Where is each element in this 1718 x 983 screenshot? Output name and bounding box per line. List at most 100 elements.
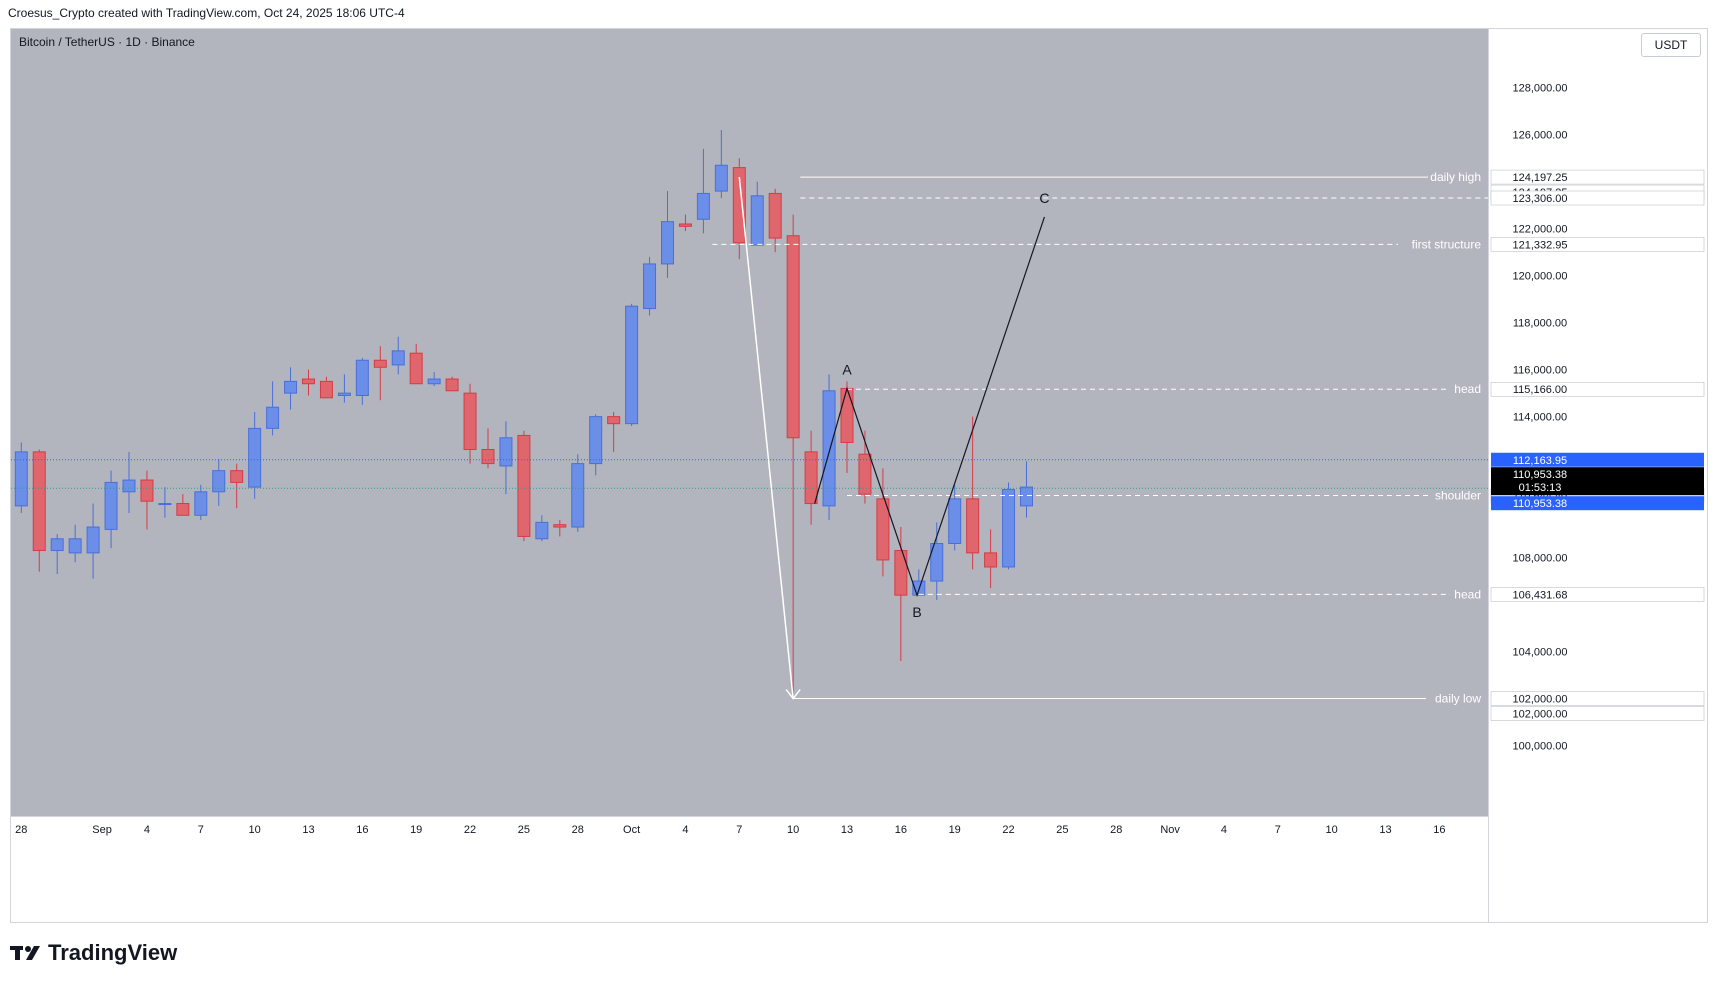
candle-body xyxy=(1020,486,1033,507)
price-label-box xyxy=(1490,706,1705,721)
candle-body xyxy=(571,463,585,528)
price-label: 102,000.00 xyxy=(1512,694,1567,706)
x-tick-label: 19 xyxy=(410,824,422,836)
abc-pattern-line xyxy=(814,216,1046,598)
price-label-box xyxy=(1490,381,1705,397)
y-tick-label: 116,000.00 xyxy=(1513,365,1567,377)
x-tick-label: 13 xyxy=(841,824,853,836)
x-tick-label: 28 xyxy=(1110,824,1122,836)
candle-body xyxy=(858,453,872,495)
candle-body xyxy=(804,451,818,505)
candle-body xyxy=(517,434,531,537)
tradingview-wordmark: TradingView xyxy=(48,940,178,965)
candle-body xyxy=(158,503,172,506)
candle-body xyxy=(427,378,441,385)
level-label: daily high xyxy=(1430,170,1481,184)
candle-body xyxy=(894,550,908,596)
candle-body xyxy=(714,164,728,192)
price-label: 123,306.00 xyxy=(1512,193,1567,205)
level-label: daily low xyxy=(1435,692,1481,706)
candle-body xyxy=(355,359,369,396)
candle-body xyxy=(984,552,998,568)
level-label: head xyxy=(1454,587,1481,601)
candle-body xyxy=(337,392,351,396)
candle-body xyxy=(607,416,621,425)
x-tick-label: 16 xyxy=(356,824,368,836)
candle-body xyxy=(696,192,710,220)
candle-body xyxy=(373,359,387,368)
x-tick-label: 10 xyxy=(249,824,261,836)
candle-body xyxy=(14,451,28,507)
candle-body xyxy=(1002,488,1016,568)
chart-attribution: Croesus_Crypto created with TradingView.… xyxy=(8,6,405,20)
candle-body xyxy=(86,526,100,554)
x-tick-label: 16 xyxy=(1433,824,1445,836)
y-tick-label: 126,000.00 xyxy=(1512,130,1567,142)
price-label-box xyxy=(1490,169,1705,185)
price-label: 115,166.00 xyxy=(1513,384,1567,396)
level-label: first structure xyxy=(1412,237,1482,251)
x-tick-label: 10 xyxy=(1326,824,1338,836)
candle-body xyxy=(50,538,64,552)
tradingview-logo: TradingView xyxy=(10,940,177,966)
candle-body xyxy=(876,498,890,561)
y-tick-label: 120,000.00 xyxy=(1512,271,1567,283)
chart-panel[interactable]: 128,000.00 126,000.00 122,000.00 120,000.00… xyxy=(10,28,1708,923)
candle-body xyxy=(732,167,746,244)
candle-body xyxy=(391,350,405,366)
candle-body xyxy=(176,503,190,516)
last-price-label: 110,953.38 xyxy=(1513,469,1567,481)
x-tick-label: Nov xyxy=(1160,824,1180,836)
x-tick-label: 4 xyxy=(144,824,150,836)
candle-body xyxy=(930,542,944,582)
y-tick-label: 104,000.00 xyxy=(1512,647,1567,659)
y-tick-label: 108,000.00 xyxy=(1512,553,1567,565)
candle-body xyxy=(589,416,603,465)
price-label-box xyxy=(1490,237,1705,252)
price-label-box xyxy=(1490,691,1705,706)
x-tick-label: 28 xyxy=(15,824,27,836)
level-label: shoulder xyxy=(1435,488,1481,502)
abc-point-label: A xyxy=(842,361,852,377)
candle-body xyxy=(194,491,208,516)
candle-body xyxy=(678,223,692,227)
y-tick-label: 128,000.00 xyxy=(1512,83,1567,95)
candle-body xyxy=(445,378,459,392)
x-tick-label: 25 xyxy=(518,824,530,836)
candle-body xyxy=(32,451,46,552)
y-tick-label: 114,000.00 xyxy=(1513,412,1567,424)
last-price-blue-label: 110,953.38 xyxy=(1513,498,1567,510)
candle-body xyxy=(553,524,567,528)
price-label: 124,197.25 xyxy=(1512,172,1567,184)
x-tick-label: 7 xyxy=(1275,824,1281,836)
time-axis xyxy=(11,816,1488,922)
x-tick-label: 28 xyxy=(572,824,584,836)
candle-body xyxy=(643,263,657,310)
x-tick-label: 19 xyxy=(949,824,961,836)
x-tick-label: 16 xyxy=(895,824,907,836)
candle-body xyxy=(302,378,315,385)
price-label: 106,431.68 xyxy=(1512,589,1567,601)
abc-point-label: C xyxy=(1039,190,1049,206)
candle-body xyxy=(409,352,423,385)
x-tick-label: 22 xyxy=(1002,824,1014,836)
x-tick-label: 7 xyxy=(198,824,204,836)
candle-body xyxy=(481,449,495,465)
x-tick-label: 7 xyxy=(736,824,742,836)
price-label-box xyxy=(1490,587,1705,602)
level-label: head xyxy=(1454,382,1481,396)
candle-body xyxy=(822,390,836,507)
price-label: 121,332.95 xyxy=(1512,239,1567,251)
candle-body xyxy=(750,195,764,246)
candle-body xyxy=(140,479,154,502)
high-price-label: 112,163.95 xyxy=(1513,455,1567,467)
plot-background xyxy=(11,29,1488,816)
candle-body xyxy=(535,521,549,540)
price-chart[interactable]: 128,000.00 126,000.00 122,000.00 120,000.00… xyxy=(11,29,1707,922)
candle-body xyxy=(840,387,854,443)
currency-button[interactable]: USDT xyxy=(1641,33,1701,57)
candle-body xyxy=(966,498,980,554)
candle-body xyxy=(248,427,262,488)
x-tick-label: Sep xyxy=(92,824,112,836)
y-tick-label: 118,000.00 xyxy=(1513,318,1567,330)
